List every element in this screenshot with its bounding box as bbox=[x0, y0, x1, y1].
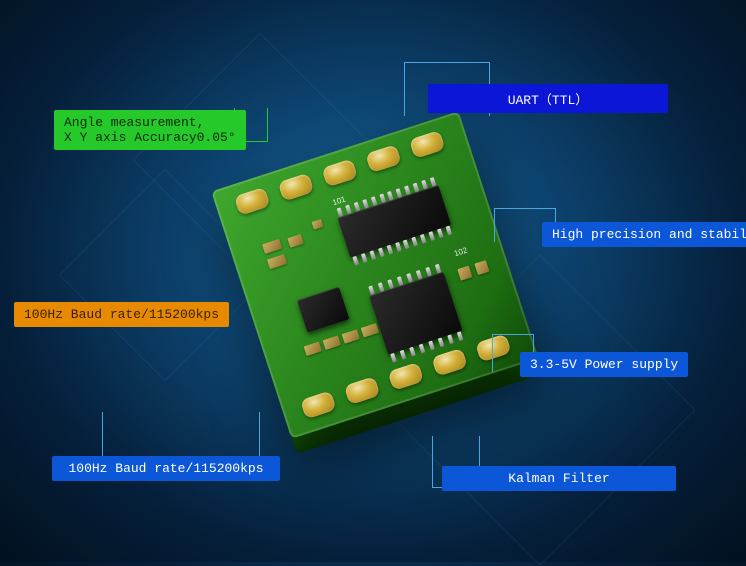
pcb-smd bbox=[287, 234, 303, 248]
pcb-chip bbox=[337, 185, 451, 258]
pcb-pad bbox=[388, 362, 425, 391]
pcb-silkscreen-text: 102 bbox=[453, 246, 468, 259]
pcb-pad bbox=[475, 334, 512, 363]
pcb-smd bbox=[361, 323, 379, 337]
pcb-pad bbox=[234, 187, 271, 216]
label-precision: High precision and stability bbox=[542, 222, 746, 247]
pcb-smd bbox=[312, 219, 324, 230]
label-kalman-filter: Kalman Filter bbox=[442, 466, 676, 491]
pcb-pad bbox=[431, 348, 468, 377]
pcb-pad bbox=[300, 390, 337, 419]
pcb-smd bbox=[267, 254, 287, 269]
pcb-smd bbox=[304, 342, 322, 356]
pcb-smd bbox=[342, 329, 360, 343]
label-angle-measurement: Angle measurement, X Y axis Accuracy0.05… bbox=[54, 110, 246, 150]
pcb-smd bbox=[457, 266, 472, 281]
pcb-pad bbox=[365, 144, 402, 173]
pcb-pad bbox=[409, 130, 446, 159]
pcb-pad bbox=[321, 158, 358, 187]
pcb-smd bbox=[262, 239, 282, 254]
pcb-smd bbox=[323, 335, 341, 349]
pcb-pad bbox=[344, 376, 381, 405]
label-baud-orange: 100Hz Baud rate/115200kps bbox=[14, 302, 229, 327]
label-baud-blue: 100Hz Baud rate/115200kps bbox=[52, 456, 280, 481]
pcb-pad bbox=[278, 173, 315, 202]
pcb-chip bbox=[369, 272, 462, 355]
pcb-chip bbox=[297, 287, 349, 333]
pcb-smd bbox=[474, 260, 489, 275]
label-power-supply: 3.3-5V Power supply bbox=[520, 352, 688, 377]
label-uart: UART（TTL） bbox=[428, 84, 668, 113]
